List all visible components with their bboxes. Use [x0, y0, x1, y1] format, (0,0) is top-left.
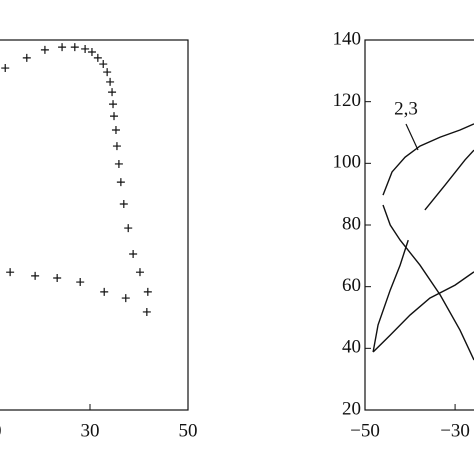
- x-tick-label: 50: [179, 420, 198, 441]
- x-tick-label: −50: [350, 420, 380, 441]
- y-tick-label: 80: [342, 213, 361, 234]
- point: [110, 112, 119, 121]
- point: [1, 64, 10, 73]
- point: [87, 48, 96, 57]
- point: [109, 100, 118, 109]
- point: [116, 178, 125, 187]
- curve: [382, 204, 474, 361]
- point: [121, 294, 130, 303]
- y-tick-label: 60: [342, 275, 361, 296]
- point: [142, 307, 151, 316]
- y-tick-label: 100: [333, 152, 362, 173]
- point: [22, 53, 31, 62]
- curve: [372, 271, 474, 353]
- plot-frame: [0, 39, 189, 411]
- point: [70, 43, 79, 52]
- point: [100, 287, 109, 296]
- point: [103, 68, 112, 77]
- point: [114, 159, 123, 168]
- point: [143, 287, 152, 296]
- point: [53, 274, 62, 283]
- point: [58, 43, 67, 52]
- point: [93, 53, 102, 62]
- annotation: 2,3: [394, 98, 418, 119]
- x-tick-label: 30: [81, 420, 100, 441]
- point: [76, 278, 85, 287]
- point: [6, 268, 15, 277]
- point: [40, 45, 49, 54]
- point: [124, 224, 133, 233]
- point: [112, 142, 121, 151]
- y-tick-label: 40: [342, 337, 361, 358]
- curve: [382, 123, 474, 196]
- y-tick-label: 140: [333, 28, 362, 49]
- leader-line: [405, 123, 419, 151]
- point: [106, 77, 115, 86]
- y-tick-label: 120: [333, 90, 362, 111]
- curve: [424, 149, 474, 211]
- point: [31, 271, 40, 280]
- point: [119, 200, 128, 209]
- x-tick-label: −30: [440, 420, 470, 441]
- point: [111, 126, 120, 135]
- point: [108, 88, 117, 97]
- y-tick-label: 20: [342, 398, 361, 419]
- point: [81, 44, 90, 53]
- x-tick-label: 10: [0, 420, 2, 441]
- curve: [372, 239, 409, 353]
- point: [135, 268, 144, 277]
- plot-frame: [364, 39, 474, 411]
- point: [129, 249, 138, 258]
- point: [99, 60, 108, 69]
